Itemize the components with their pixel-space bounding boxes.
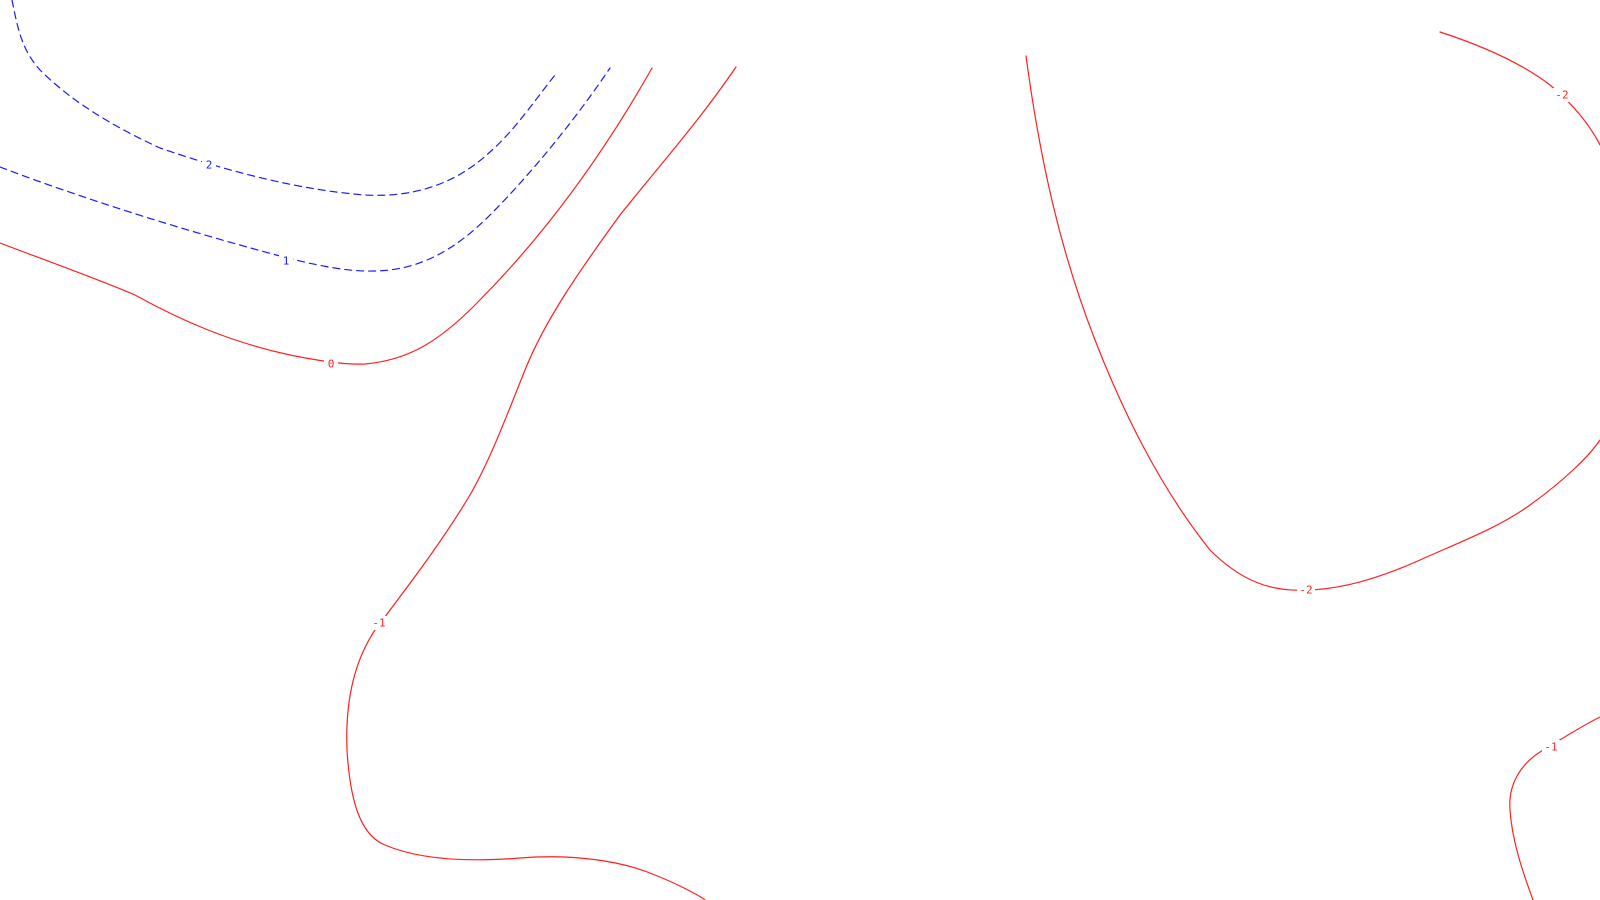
contour-label-neg1-bottomright: -1 (1544, 741, 1557, 754)
contour-line-2 (11, 0, 556, 196)
contour-level-2: 2 (11, 0, 556, 196)
contour-label-neg1-left: -1 (372, 617, 385, 630)
contour-level-neg1-bottomright: -1 (1509, 716, 1600, 900)
contour-label-0: 0 (328, 358, 335, 371)
contour-label-neg2-topright: -2 (1555, 89, 1568, 102)
contour-level-neg1-left: -1 (346, 66, 737, 900)
contour-line-neg2-topright (1439, 31, 1600, 146)
contour-level-neg2-topright: -2 (1439, 31, 1600, 146)
contour-level-neg2-center: -2 (1025, 55, 1600, 597)
contour-level-1: 1 (0, 67, 611, 272)
contour-label-1: 1 (283, 255, 290, 268)
contour-line-neg1-left (346, 66, 737, 900)
contour-line-1 (0, 67, 611, 272)
contour-label-2: 2 (206, 159, 213, 172)
contour-line-neg1-bottomright (1509, 716, 1600, 900)
contour-label-neg2-center: -2 (1299, 584, 1312, 597)
contour-line-0 (0, 67, 653, 365)
contour-level-0: 0 (0, 67, 653, 371)
contour-line-neg2-center (1025, 55, 1600, 591)
